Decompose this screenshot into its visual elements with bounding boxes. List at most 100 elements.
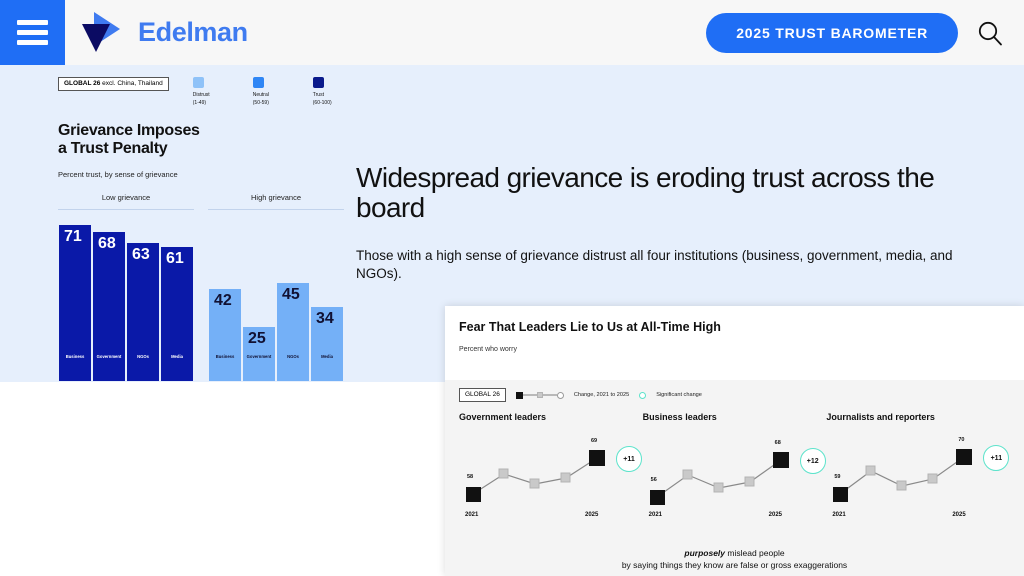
bar-low-business: 71 Business xyxy=(58,224,92,382)
legend-range-trust: (60-100) xyxy=(312,99,332,106)
mini-chart-journalists-reporters: Journalists and reporters 59 70 +11 2021 xyxy=(826,412,1010,518)
bar-value: 61 xyxy=(166,250,184,267)
leaders-lie-card: Fear That Leaders Lie to Us at All-Time … xyxy=(445,306,1024,576)
legend-swatch-neutral xyxy=(252,77,264,88)
brand-logo[interactable]: Edelman xyxy=(80,10,248,56)
bar-category: Government xyxy=(246,354,272,359)
hamburger-bar xyxy=(17,30,48,35)
legend-label-distrust: Distrust (1-49) xyxy=(193,92,237,107)
track-end-circle xyxy=(556,391,564,399)
global-chip-rest: excl. China, Thailand xyxy=(100,80,163,87)
mini-start-value: 56 xyxy=(650,477,657,484)
bar-value: 68 xyxy=(98,235,116,252)
bar-high-government: 25 Government xyxy=(242,326,276,382)
bar-high-business: 42 Business xyxy=(208,288,242,382)
change-badge: +12 xyxy=(799,448,826,475)
bar-chart-subtitle: Percent trust, by sense of grievance xyxy=(58,170,178,179)
legend-range-distrust: (1-49) xyxy=(192,99,207,106)
change-badge: +11 xyxy=(616,446,642,473)
bar-chart-title-line2: a Trust Penalty xyxy=(58,140,168,158)
bar-value: 42 xyxy=(214,292,232,309)
legend-text-trust: Trust xyxy=(312,92,324,98)
bar-category: Business xyxy=(65,354,85,359)
card-footer-line2: by saying things they know are false or … xyxy=(621,560,848,571)
hamburger-bar xyxy=(17,40,48,45)
legend-swatch-distrust xyxy=(192,77,204,88)
edelman-arrow-icon xyxy=(80,10,132,56)
legend-key-distrust: Distrust (1-49) xyxy=(192,77,237,107)
bar-chart-title: Grievance Imposes a Trust Penalty xyxy=(58,122,200,159)
legend-keys: Distrust (1-49) Neutral (50-59) Trust (6… xyxy=(192,77,357,107)
card-footer-line1-rest: mislead people xyxy=(725,548,785,559)
mini-line-svg xyxy=(833,449,973,503)
trust-barometer-button[interactable]: 2025 TRUST BAROMETER xyxy=(706,12,958,53)
card-body: GLOBAL 26 Change, 2021 to 2025 Significa… xyxy=(445,380,1024,576)
bar-chart-title-line1: Grievance Imposes xyxy=(58,122,200,139)
card-title: Fear That Leaders Lie to Us at All-Time … xyxy=(459,320,721,334)
bar-value: 34 xyxy=(316,310,334,327)
group-header-high: High grievance xyxy=(208,193,344,210)
mini-chart-plot: 59 70 +11 2021 2025 xyxy=(826,436,1010,518)
legend-text-neutral: Neutral xyxy=(252,92,269,98)
legend-label-trust: Trust (60-100) xyxy=(313,92,357,107)
hamburger-menu-icon[interactable] xyxy=(0,0,65,65)
bar-category: NGOs xyxy=(137,354,149,359)
mini-axis-year-start: 2021 xyxy=(465,512,479,519)
legend-key-trust: Trust (60-100) xyxy=(312,77,357,107)
mini-axis-year-end: 2025 xyxy=(952,512,966,519)
track-mid-square xyxy=(536,392,543,399)
mini-chart-plot: 58 69 +11 2021 2025 xyxy=(459,436,643,518)
bar-high-media: 34 Media xyxy=(310,306,344,382)
mini-axis-year-start: 2021 xyxy=(832,512,846,519)
mini-chart-title: Government leaders xyxy=(459,412,547,423)
card-footer-note: purposely mislead people by saying thing… xyxy=(445,548,1024,572)
brand-name: Edelman xyxy=(138,17,248,47)
arrow-dark-triangle xyxy=(82,23,110,52)
change-badge: +11 xyxy=(983,445,1010,472)
mini-axis-year-start: 2021 xyxy=(648,512,663,519)
bar-category: Government xyxy=(96,354,122,359)
mini-chart-government-leaders: Government leaders 58 69 +11 2021 2025 xyxy=(459,412,643,518)
mini-chart-plot: 56 68 +12 2021 2025 xyxy=(643,436,827,518)
legend-significant-label: Significant change xyxy=(656,392,702,399)
panel-legend: GLOBAL 26 excl. China, Thailand Distrust… xyxy=(58,77,357,107)
legend-range-neutral: (50-59) xyxy=(252,99,269,106)
bar-value: 63 xyxy=(132,246,150,263)
track-start-square xyxy=(515,391,523,399)
hamburger-bar xyxy=(17,20,48,25)
legend-change-label: Change, 2021 to 2025 xyxy=(573,392,630,399)
card-global-chip: GLOBAL 26 xyxy=(459,388,506,403)
legend-swatch-trust xyxy=(312,77,324,88)
search-icon[interactable] xyxy=(976,19,1004,47)
bar-low-ngos: 63 NGOs xyxy=(126,242,160,382)
bar-category: NGOs xyxy=(287,354,299,359)
bar-group-high-grievance: 42 Business 25 Government 45 NGOs 34 Med… xyxy=(208,222,344,382)
legend-label-neutral: Neutral (50-59) xyxy=(253,92,297,107)
mini-end-value: 70 xyxy=(958,437,965,444)
card-subtitle: Percent who worry xyxy=(459,346,517,353)
significant-change-icon xyxy=(639,391,647,399)
card-footer-line1: purposely mislead people xyxy=(445,548,1024,560)
bar-value: 71 xyxy=(64,228,82,245)
bar-category: Media xyxy=(171,354,183,359)
global-chip-bold: GLOBAL 26 xyxy=(64,80,101,87)
mini-start-value: 59 xyxy=(834,474,841,481)
page-headline: Widespread grievance is eroding trust ac… xyxy=(356,162,935,224)
group-header-low: Low grievance xyxy=(58,193,194,210)
bar-high-ngos: 45 NGOs xyxy=(276,282,310,382)
mini-start-value: 58 xyxy=(467,474,474,481)
card-legend: GLOBAL 26 Change, 2021 to 2025 Significa… xyxy=(459,380,1010,403)
bar-low-media: 61 Media xyxy=(160,246,194,382)
mini-charts-row: Government leaders 58 69 +11 2021 2025 xyxy=(459,412,1010,518)
mini-chart-title: Journalists and reporters xyxy=(826,412,935,423)
page-body-copy: Those with a high sense of grievance dis… xyxy=(356,248,953,281)
site-header: Edelman 2025 TRUST BAROMETER xyxy=(0,0,1024,65)
mini-axis-year-end: 2025 xyxy=(585,512,599,519)
track-line xyxy=(522,394,537,396)
change-track-icon xyxy=(515,391,564,399)
header-actions: 2025 TRUST BAROMETER xyxy=(706,12,1024,53)
legend-key-neutral: Neutral (50-59) xyxy=(252,77,297,107)
bar-group-low-grievance: 71 Business 68 Government 63 NGOs 61 Med… xyxy=(58,222,194,382)
mini-line-svg xyxy=(466,450,605,503)
card-header: Fear That Leaders Lie to Us at All-Time … xyxy=(445,306,1024,380)
